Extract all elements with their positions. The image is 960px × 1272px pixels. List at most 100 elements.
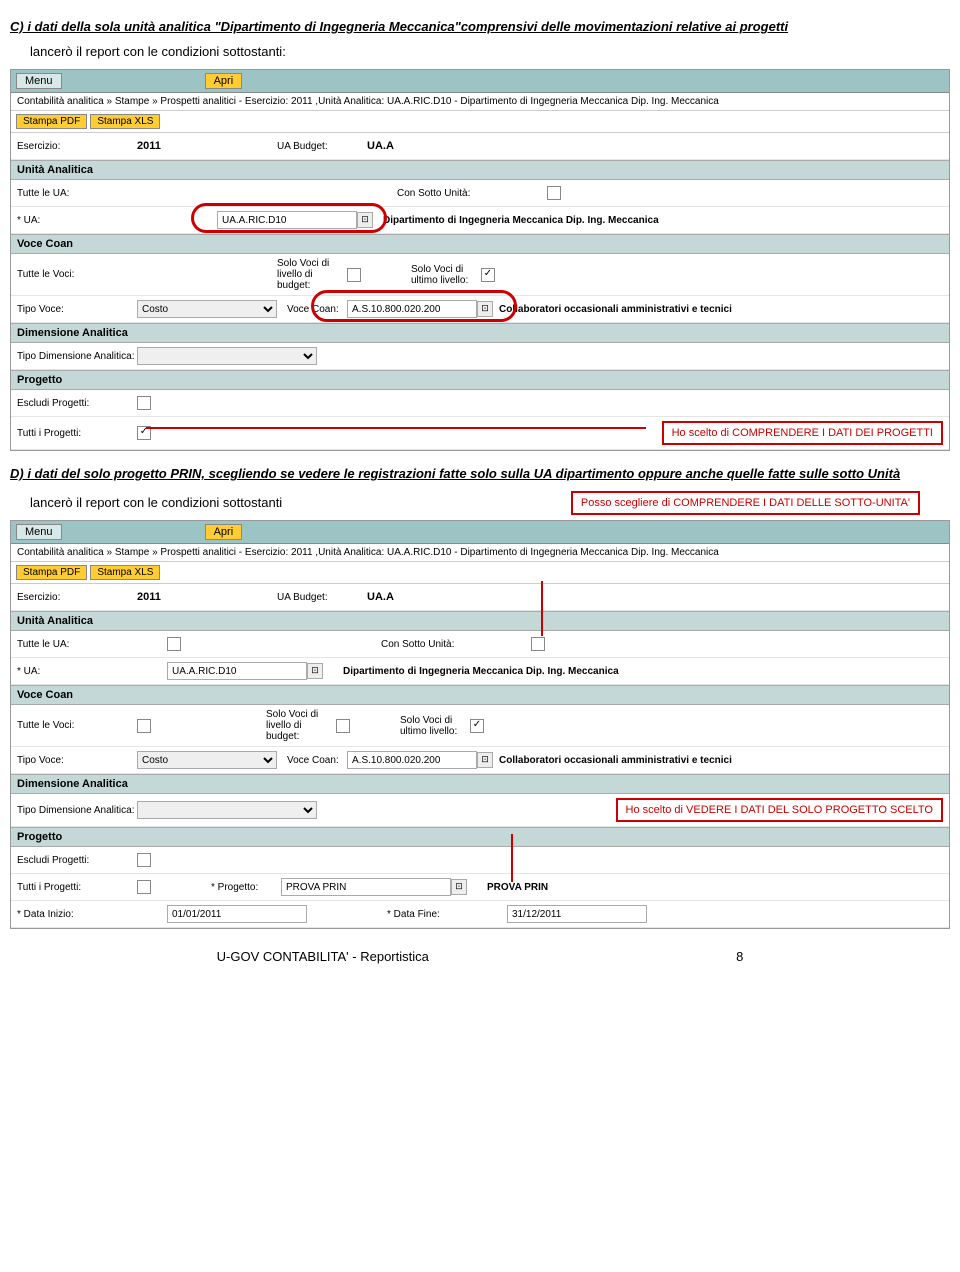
row-date: * Data Inizio: * Data Fine: [11,901,949,928]
section-progetto: Progetto [11,827,949,847]
row-tutte-ua: Tutte le UA: Con Sotto Unità: [11,631,949,658]
input-ua[interactable] [167,662,307,680]
checkbox-con-sotto-2[interactable] [531,637,545,651]
label-tutti-progetti: Tutti i Progetti: [17,428,137,439]
lookup-icon[interactable]: ⊡ [477,301,493,317]
menu-bar: Menu Apri [11,70,949,93]
section-d-title: D) i dati del solo progetto PRIN, scegli… [10,465,950,483]
stampa-xls-button[interactable]: Stampa XLS [90,565,160,580]
section-dimensione: Dimensione Analitica [11,774,949,794]
menu-button[interactable]: Menu [16,524,62,540]
breadcrumb: Contabilità analitica » Stampe » Prospet… [11,544,949,562]
label-dipartimento: Dipartimento di Ingegneria Meccanica Dip… [383,215,659,226]
row-tipo-dimensione: Tipo Dimensione Analitica: Ho scelto di … [11,794,949,827]
checkbox-con-sotto[interactable] [547,186,561,200]
row-tipo-voce: Tipo Voce: Costo Voce Coan: ⊡ Collaborat… [11,296,949,323]
row-tipo-dimensione: Tipo Dimensione Analitica: [11,343,949,370]
label-escludi: Escludi Progetti: [17,398,137,409]
input-voce-coan[interactable] [347,751,477,769]
checkbox-tutti-progetti[interactable] [137,880,151,894]
page-footer: U-GOV CONTABILITA' - Reportistica 8 [10,949,950,964]
menu-bar: Menu Apri [11,521,949,544]
label-voce-coan-field: Voce Coan: [287,304,347,315]
row-esercizio: Esercizio: 2011 UA Budget: UA.A [11,133,949,160]
label-con-sotto: Con Sotto Unità: [381,639,471,650]
menu-button[interactable]: Menu [16,73,62,89]
apri-button[interactable]: Apri [205,524,243,540]
label-ua: * UA: [17,666,137,677]
row-tipo-voce: Tipo Voce: Costo Voce Coan: ⊡ Collaborat… [11,747,949,774]
label-tutte-voci: Tutte le Voci: [17,720,137,731]
checkbox-solo-ultimo[interactable] [470,719,484,733]
label-tipo-voce: Tipo Voce: [17,755,137,766]
label-escludi: Escludi Progetti: [17,855,137,866]
page-number: 8 [736,949,743,964]
label-tipo-voce: Tipo Voce: [17,304,137,315]
input-data-inizio[interactable] [167,905,307,923]
label-tutte-ua: Tutte le UA: [17,639,137,650]
select-tipo-dimensione[interactable] [137,801,317,819]
checkbox-tutte-ua[interactable] [167,637,181,651]
annotation-sotto-unita: Posso scegliere di COMPRENDERE I DATI DE… [571,491,920,515]
lookup-icon[interactable]: ⊡ [357,212,373,228]
annotation-comprendere-dati: Ho scelto di COMPRENDERE I DATI DEI PROG… [662,421,943,445]
label-tipo-dimensione: Tipo Dimensione Analitica: [17,351,137,362]
label-tipo-dimensione: Tipo Dimensione Analitica: [17,805,137,816]
row-tutti-progetti: Tutti i Progetti: Ho scelto di COMPRENDE… [11,417,949,450]
label-solo-ultimo: Solo Voci di ultimo livello: [411,264,481,286]
lookup-icon[interactable]: ⊡ [307,663,323,679]
select-tipo-voce[interactable]: Costo [137,300,277,318]
checkbox-escludi[interactable] [137,853,151,867]
row-escludi: Escludi Progetti: [11,390,949,417]
label-prova-prin: PROVA PRIN [487,882,548,893]
checkbox-tutte-voci[interactable] [137,719,151,733]
row-tutte-ua: Tutte le UA: Con Sotto Unità: [11,180,949,207]
section-d-block: D) i dati del solo progetto PRIN, scegli… [10,465,950,520]
label-ua-budget: UA Budget: [277,141,367,152]
label-dipartimento: Dipartimento di Ingegneria Meccanica Dip… [343,666,619,677]
label-solo-livello: Solo Voci di livello di budget: [266,709,336,742]
label-progetto-field: * Progetto: [211,882,281,893]
label-solo-ultimo: Solo Voci di ultimo livello: [400,715,470,737]
footer-text: U-GOV CONTABILITA' - Reportistica [217,949,429,964]
checkbox-solo-ultimo[interactable] [481,268,495,282]
select-tipo-voce[interactable]: Costo [137,751,277,769]
value-ua-budget: UA.A [367,140,394,152]
lookup-icon[interactable]: ⊡ [451,879,467,895]
select-tipo-dimensione[interactable] [137,347,317,365]
input-ua[interactable] [217,211,357,229]
input-progetto[interactable] [281,878,451,896]
toolbar: Stampa PDF Stampa XLS [11,562,949,584]
section-d-subtitle: lancerò il report con le condizioni sott… [30,495,571,510]
section-unita-analitica: Unità Analitica [11,611,949,631]
row-tutti-progetti: Tutti i Progetti: * Progetto: ⊡ PROVA PR… [11,874,949,901]
stampa-pdf-button[interactable]: Stampa PDF [16,114,87,129]
app-window-1: Menu Apri Contabilità analitica » Stampe… [10,69,950,451]
value-esercizio: 2011 [137,591,277,603]
stampa-pdf-button[interactable]: Stampa PDF [16,565,87,580]
label-ua: * UA: [17,215,137,226]
label-esercizio: Esercizio: [17,592,137,603]
label-collaboratori: Collaboratori occasionali amministrativi… [499,304,732,315]
app-window-2: Menu Apri Contabilità analitica » Stampe… [10,520,950,929]
input-voce-coan[interactable] [347,300,477,318]
label-ua-budget: UA Budget: [277,592,367,603]
row-tutte-voci: Tutte le Voci: Solo Voci di livello di b… [11,254,949,296]
annotation-line-down [541,581,543,636]
annotation-line [146,427,646,429]
section-voce-coan: Voce Coan [11,685,949,705]
checkbox-escludi[interactable] [137,396,151,410]
checkbox-solo-livello[interactable] [336,719,350,733]
section-c-title: C) i dati della sola unità analitica "Di… [10,18,950,36]
label-tutte-voci: Tutte le Voci: [17,269,137,280]
checkbox-solo-livello[interactable] [347,268,361,282]
row-ua: * UA: ⊡ Dipartimento di Ingegneria Mecca… [11,658,949,685]
section-dimensione: Dimensione Analitica [11,323,949,343]
stampa-xls-button[interactable]: Stampa XLS [90,114,160,129]
row-ua: * UA: ⊡ Dipartimento di Ingegneria Mecca… [11,207,949,234]
lookup-icon[interactable]: ⊡ [477,752,493,768]
value-esercizio: 2011 [137,140,277,152]
input-data-fine[interactable] [507,905,647,923]
apri-button[interactable]: Apri [205,73,243,89]
label-tutte-ua: Tutte le UA: [17,188,137,199]
